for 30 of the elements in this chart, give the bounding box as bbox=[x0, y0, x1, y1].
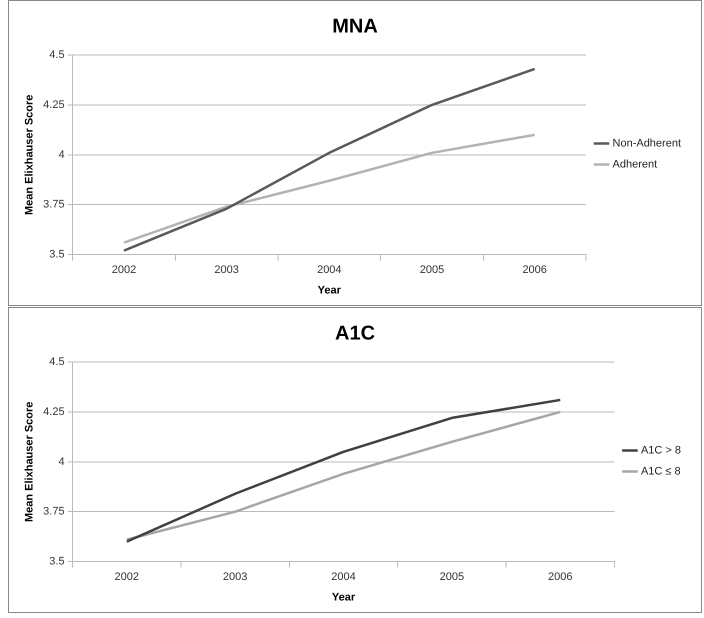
y-tick-label: 3.5 bbox=[49, 248, 65, 261]
x-tick-label: 2004 bbox=[331, 571, 356, 584]
x-axis-title: Year bbox=[332, 591, 356, 604]
chart-title: A1C bbox=[334, 322, 376, 345]
y-tick-label: 3.75 bbox=[43, 198, 65, 211]
legend-label: A1C > 8 bbox=[640, 444, 682, 457]
x-tick-label: 2005 bbox=[440, 571, 464, 584]
y-tick-label: 3.5 bbox=[49, 556, 65, 568]
y-tick-label: 4.5 bbox=[49, 49, 65, 62]
y-axis-title: Mean Elixhauser Score bbox=[24, 402, 36, 522]
x-tick-label: 2004 bbox=[317, 264, 342, 276]
y-tick-label: 4.25 bbox=[43, 406, 65, 418]
x-tick-label: 2005 bbox=[420, 264, 444, 276]
x-tick-label: 2003 bbox=[222, 571, 248, 584]
legend-label: Adherent bbox=[612, 158, 658, 171]
x-tick-label: 2002 bbox=[112, 264, 136, 276]
y-tick-label: 3.75 bbox=[43, 506, 65, 518]
legend-label: Non-Adherent bbox=[612, 138, 682, 150]
x-tick-label: 2006 bbox=[522, 264, 547, 276]
x-axis-title: Year bbox=[318, 284, 342, 296]
y-tick-label: 4 bbox=[58, 456, 65, 468]
y-axis-title: Mean Elixhauser Score bbox=[24, 94, 36, 216]
chart-title: MNA bbox=[332, 16, 378, 38]
y-tick-label: 4 bbox=[58, 148, 65, 161]
y-tick-label: 4.5 bbox=[49, 356, 65, 368]
legend-label: A1C ≤ 8 bbox=[640, 466, 681, 478]
x-tick-label: 2003 bbox=[214, 264, 239, 276]
x-tick-label: 2006 bbox=[548, 571, 573, 584]
y-tick-label: 4.25 bbox=[43, 98, 65, 111]
x-tick-label: 2002 bbox=[114, 571, 140, 584]
